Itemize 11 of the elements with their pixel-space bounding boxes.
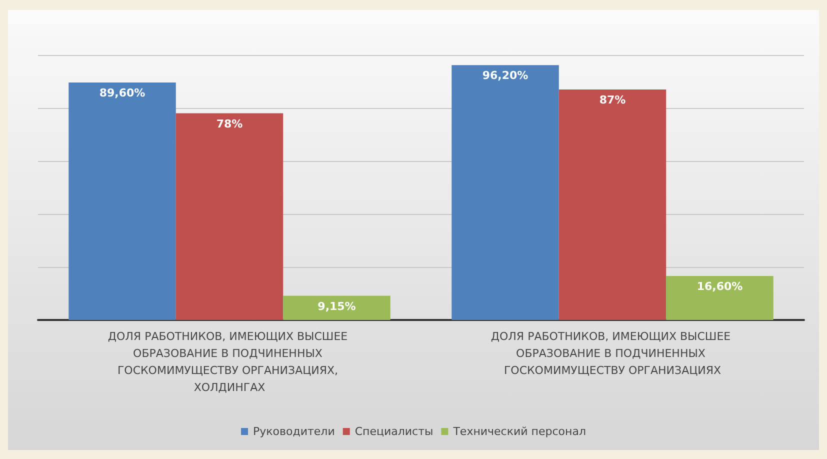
data-label: 78% (216, 117, 243, 130)
data-label: 87% (599, 93, 626, 106)
x-tick-label: ДОЛЯ РАБОТНИКОВ, ИМЕЮЩИХ ВЫСШЕЕ ОБРАЗОВАНИЕ В ПОДЧИНЕННЫХ ГОСКОМИМУЩЕСТВУ ОРГАНИЗАЦИЯХ, ХОЛДИНГАХ (108, 330, 352, 394)
legend-label: Специалисты (354, 425, 434, 438)
x-tick-label: ДОЛЯ РАБОТНИКОВ, ИМЕЮЩИХ ВЫСШЕЕ ОБРАЗОВАНИЕ В ПОДЧИНЕННЫХ ГОСКОМИМУЩЕСТВУ ОРГАНИЗАЦИЯХ (490, 330, 734, 377)
data-label: 96,20% (482, 69, 528, 82)
legend-label: Технический персонал (452, 425, 586, 438)
data-label: 89,60% (99, 86, 146, 100)
legend-label: Руководители (253, 425, 335, 438)
data-label: 9,15% (318, 300, 356, 313)
data-label: 16,60% (696, 280, 743, 294)
